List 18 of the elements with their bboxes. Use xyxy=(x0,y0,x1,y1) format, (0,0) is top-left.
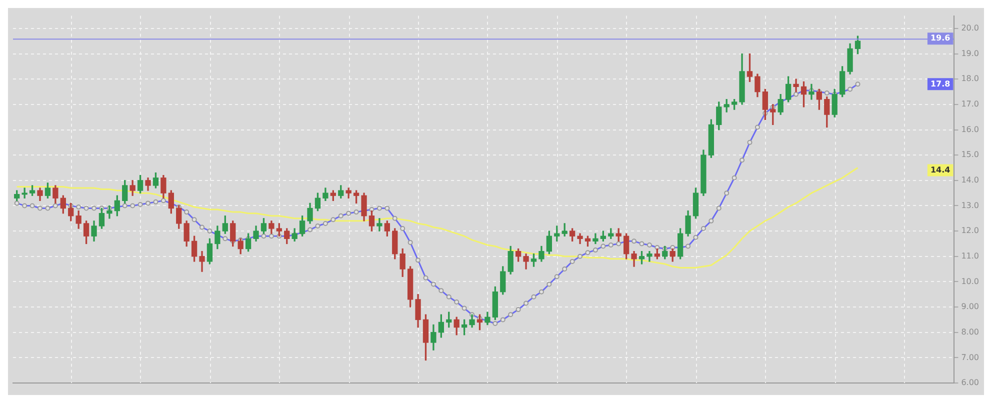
annotation: 17.8 xyxy=(930,79,951,88)
y-tick-label: 20.0 xyxy=(961,24,979,33)
annotation: 14.4 xyxy=(930,165,951,174)
y-tick-label: 19.0 xyxy=(961,48,979,58)
y-tick-label: 14.0 xyxy=(961,175,979,184)
y-tick-label: 6.00 xyxy=(961,378,979,388)
y-tick-label: 12.0 xyxy=(961,226,979,236)
y-tick-label: 13.0 xyxy=(961,200,979,210)
y-tick-label: 15.0 xyxy=(961,150,979,160)
ref-line-label: 19.6 xyxy=(930,34,951,43)
y-tick-label: 16.0 xyxy=(961,124,979,134)
y-tick-label: 9.00 xyxy=(961,302,979,312)
y-tick-label: 7.00 xyxy=(961,352,979,362)
y-tick-label: 18.0 xyxy=(961,74,979,84)
y-tick-label: 10.0 xyxy=(961,276,979,286)
y-tick-label: 11.0 xyxy=(961,251,979,260)
y-tick-label: 17.0 xyxy=(961,100,979,109)
y-tick-label: 8.00 xyxy=(961,327,979,336)
